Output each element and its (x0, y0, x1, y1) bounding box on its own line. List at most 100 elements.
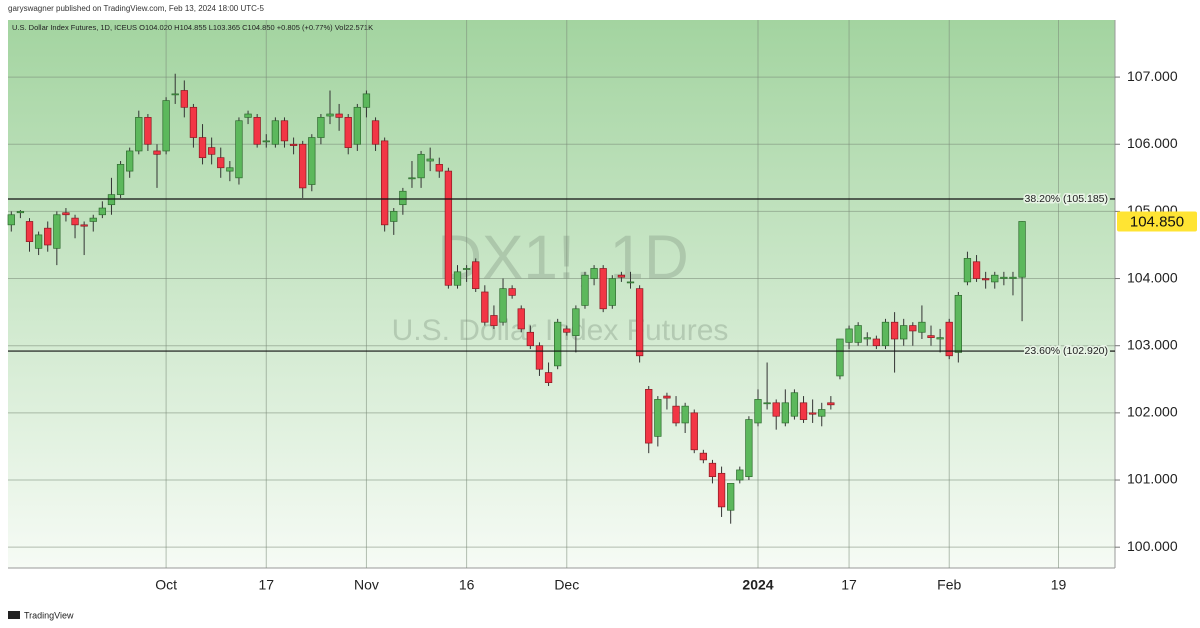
candle-body (7, 214, 15, 226)
candle-body (34, 234, 43, 249)
candle-body (126, 150, 134, 172)
candle-body (335, 113, 343, 118)
footer-logo (8, 611, 20, 619)
y-tick-label: 104.000 (1127, 269, 1178, 285)
candle-body (162, 100, 170, 152)
candle-body (481, 291, 489, 323)
candle-body (708, 462, 717, 478)
y-tick-label: 103.000 (1127, 336, 1178, 352)
y-tick-label: 102.000 (1127, 404, 1178, 420)
candle-body (736, 469, 744, 481)
x-tick-label: 17 (258, 577, 274, 593)
candle-body (982, 278, 990, 281)
candle-body (872, 338, 881, 347)
candle-body (189, 106, 198, 138)
candle-body (171, 93, 179, 96)
grid: 100.000101.000102.000103.000104.000105.0… (8, 20, 1178, 593)
candle-body (836, 338, 844, 377)
candle-body (289, 143, 298, 146)
fib-label: 23.60% (102.920) (1025, 345, 1108, 357)
candle-body (472, 261, 480, 289)
candle-body (818, 409, 826, 417)
fib-label: 38.20% (105.185) (1025, 193, 1108, 205)
candle-body (690, 412, 698, 451)
candle-body (745, 419, 753, 478)
candle-body (790, 392, 799, 417)
candle-body (235, 120, 243, 179)
candle-body (517, 308, 525, 330)
candle-body (881, 321, 890, 347)
candle-body (526, 331, 534, 347)
candle-body (116, 164, 125, 195)
candle-body (317, 117, 325, 138)
candle-body (98, 207, 107, 216)
candle-body (563, 328, 571, 333)
candle-body (799, 402, 808, 420)
candle-body (299, 143, 307, 189)
candle-body (626, 281, 635, 284)
candle-body (909, 325, 917, 332)
candle-body (180, 90, 188, 108)
candle-body (71, 217, 79, 226)
candle-body (963, 258, 972, 283)
x-tick-label: Dec (554, 577, 579, 593)
candle-body (927, 335, 935, 339)
x-tick-label: Oct (155, 577, 177, 593)
candle-body (772, 402, 780, 417)
candle-body (89, 217, 97, 222)
candle-body (462, 268, 471, 270)
candle-body (1009, 276, 1017, 279)
candle-body (308, 137, 316, 185)
candle-body (617, 274, 626, 278)
candle-body (217, 157, 225, 169)
candle-body (754, 399, 762, 424)
publisher: garyswagner published on TradingView.com… (8, 4, 265, 13)
y-tick-label: 101.000 (1127, 471, 1178, 487)
candle-body (845, 328, 853, 343)
candle-body (417, 153, 425, 179)
candle-body (444, 170, 453, 286)
candle-body (972, 261, 981, 279)
candle-body (25, 221, 34, 242)
candle-body (727, 483, 735, 511)
candle-body (326, 113, 334, 117)
candle-body (153, 150, 161, 155)
x-tick-label: Feb (937, 577, 961, 593)
candle-body (936, 337, 944, 340)
candle-body (53, 214, 61, 249)
candle-body (344, 117, 352, 148)
candle-body (426, 158, 434, 162)
candle-body (581, 274, 589, 306)
candle-body (499, 288, 507, 323)
candle-body (572, 308, 580, 336)
candle-body (16, 211, 25, 214)
candle-body (654, 399, 662, 437)
candle-body (107, 194, 116, 206)
candle-body (945, 321, 953, 357)
candle-body (508, 288, 516, 296)
candle-body (699, 452, 708, 461)
candle-body (544, 372, 553, 383)
candle-body (198, 137, 207, 159)
candle-body (918, 321, 926, 333)
candle-body (1018, 221, 1026, 278)
candle-body (271, 120, 280, 145)
candle-body (890, 321, 899, 340)
candle-body (144, 117, 152, 145)
candle-body (253, 117, 261, 145)
candle-body (207, 147, 216, 155)
candle-body (554, 321, 562, 367)
x-tick-label: 17 (841, 577, 857, 593)
candle-body (80, 224, 88, 227)
candle-body (645, 389, 653, 444)
x-tick-label: Nov (354, 577, 379, 593)
candle-body (44, 227, 52, 246)
candle-body (371, 120, 380, 145)
candle-body (827, 402, 835, 406)
last-price-box (1117, 211, 1197, 232)
candle-body (435, 164, 443, 172)
last-price-label: 104.850 (1130, 213, 1184, 230)
overlay: 38.20% (105.185) 23.60% (102.920) 104.850 (8, 191, 1197, 358)
